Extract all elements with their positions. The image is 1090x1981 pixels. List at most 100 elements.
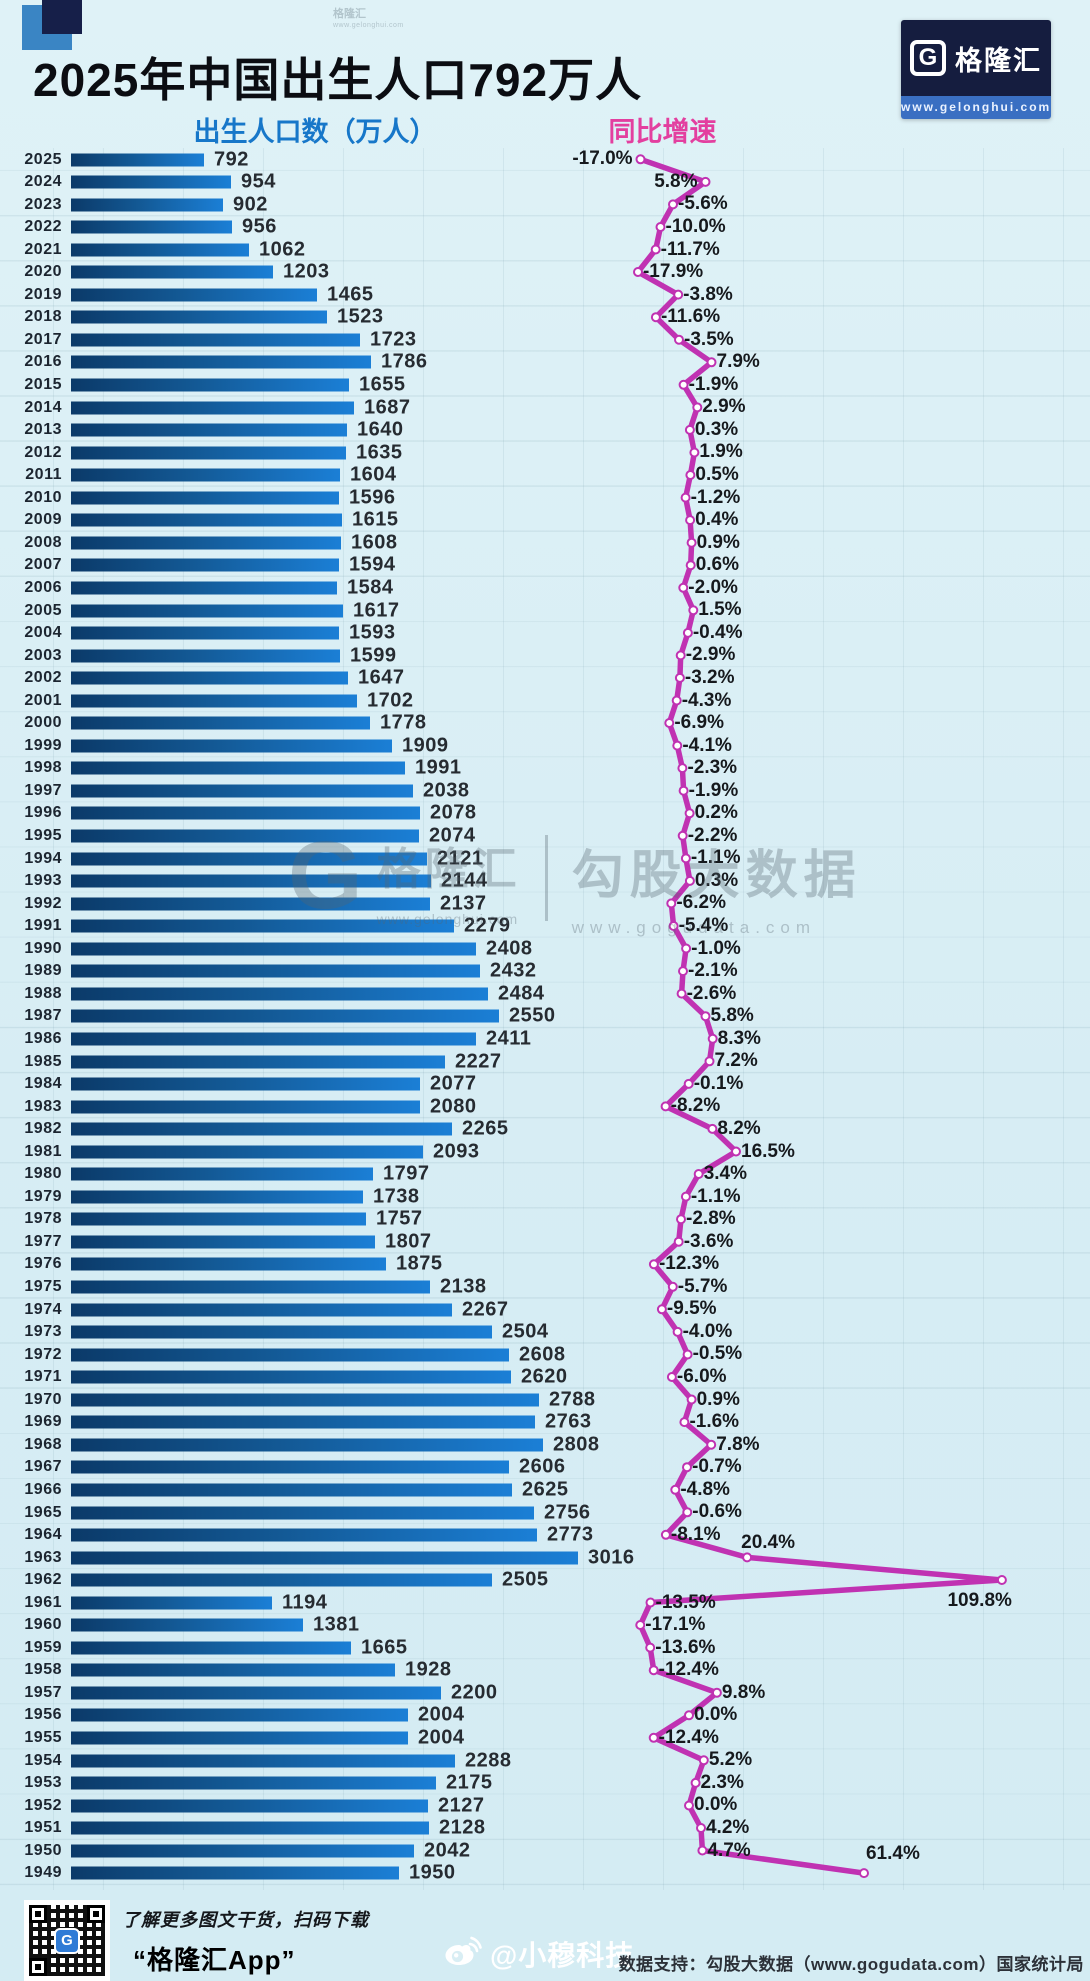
logo-g-icon: G [910, 40, 946, 76]
growth-label: -12.4% [658, 1659, 719, 1681]
birth-value: 2175 [446, 1771, 493, 1794]
birth-bar [71, 806, 420, 820]
chart-row: 2022 956 [0, 216, 1090, 239]
birth-bar [71, 671, 348, 685]
app-name: “格隆汇App” [133, 1945, 296, 1975]
birth-bar [71, 1009, 499, 1023]
birth-value: 1786 [381, 350, 428, 373]
year-label: 2022 [24, 218, 62, 236]
year-label: 1957 [24, 1683, 62, 1701]
birth-bar [71, 919, 454, 933]
growth-label: -3.5% [684, 328, 734, 350]
birth-value: 2288 [465, 1749, 512, 1772]
year-label: 1951 [24, 1819, 62, 1837]
year-label: 1995 [24, 827, 62, 844]
chart-row: 1992 2137 [0, 892, 1090, 915]
growth-label: 16.5% [741, 1140, 795, 1162]
birth-bar [71, 1303, 452, 1317]
birth-value: 1875 [396, 1252, 443, 1275]
birth-bar [71, 1686, 441, 1700]
birth-value: 2004 [418, 1726, 465, 1749]
birth-value: 2279 [464, 914, 511, 937]
birth-value: 2080 [430, 1095, 477, 1118]
birth-value: 2550 [509, 1004, 556, 1027]
growth-label: -3.8% [683, 283, 733, 305]
chart-row: 1999 1909 [0, 734, 1090, 757]
birth-bar [71, 423, 347, 437]
year-label: 1986 [24, 1029, 62, 1047]
birth-bar [71, 1077, 420, 1091]
birth-bar [71, 1506, 534, 1519]
chart-row: 2006 1584 [0, 576, 1090, 599]
birth-value: 2078 [430, 801, 477, 824]
year-label: 2014 [24, 398, 62, 416]
birth-bar [71, 1866, 399, 1880]
growth-label: -13.6% [655, 1636, 716, 1658]
birth-value: 2763 [545, 1410, 592, 1433]
birth-value: 2128 [439, 1816, 486, 1839]
birth-bar [71, 401, 354, 415]
year-label: 1992 [24, 894, 62, 912]
chart-row: 1969 2763 [0, 1411, 1090, 1434]
birth-bar [71, 1483, 512, 1497]
growth-label: -2.9% [685, 644, 736, 666]
chart-row: 1991 2279 [0, 915, 1090, 938]
growth-label: -0.5% [692, 1343, 743, 1365]
chart-row: 1996 2078 [0, 802, 1090, 825]
birth-value: 2200 [451, 1681, 498, 1704]
birth-bar [71, 739, 392, 753]
year-label: 1975 [24, 1278, 62, 1295]
birth-value: 1991 [415, 756, 462, 779]
growth-label: 5.8% [710, 1005, 754, 1027]
birth-bar [71, 1257, 386, 1271]
birth-value: 2004 [418, 1703, 465, 1726]
year-label: 2015 [24, 376, 62, 393]
growth-label: 3.4% [703, 1163, 747, 1185]
birth-bar [71, 1212, 366, 1226]
birth-value: 1647 [358, 666, 405, 689]
year-label: 1972 [24, 1345, 62, 1363]
chart-row: 2010 1596 [0, 486, 1090, 509]
birth-bar [71, 1370, 511, 1384]
growth-label: -10.0% [665, 215, 726, 237]
year-label: 1950 [24, 1841, 62, 1859]
chart-row: 2003 1599 [0, 644, 1090, 667]
growth-label: 9.8% [721, 1681, 766, 1703]
growth-label: -5.4% [678, 915, 729, 936]
birth-value: 2788 [549, 1388, 596, 1411]
qr-finder-icon [29, 1958, 47, 1976]
birth-value: 2411 [486, 1027, 532, 1050]
year-label: 1949 [24, 1864, 62, 1882]
chart-row: 2018 1523 [0, 306, 1090, 329]
year-label: 1997 [24, 781, 62, 799]
gelonghui-logo: G 格隆汇 www.gelonghui.com [901, 20, 1051, 119]
birth-bar [71, 446, 346, 460]
birth-value: 2773 [547, 1523, 594, 1546]
year-label: 1977 [24, 1232, 62, 1250]
birth-value: 1604 [350, 463, 397, 486]
chart-row: 1994 2121 [0, 847, 1090, 870]
birth-value: 2608 [519, 1343, 566, 1366]
birth-bar [71, 761, 405, 775]
year-label: 2000 [24, 714, 62, 732]
growth-label: -8.1% [670, 1523, 721, 1545]
birth-value: 1599 [350, 644, 397, 667]
chart-row: 1978 1757 [0, 1208, 1090, 1231]
birth-bar [71, 536, 341, 550]
birth-value: 1807 [385, 1230, 432, 1253]
birth-bar [71, 581, 337, 595]
growth-label: -9.5% [666, 1298, 717, 1320]
birth-value: 2620 [521, 1365, 568, 1388]
birth-bar [71, 1708, 408, 1722]
birth-bar [71, 333, 360, 347]
growth-label: 109.8% [947, 1589, 1012, 1611]
birth-bar [71, 784, 413, 798]
growth-label: -5.6% [678, 193, 728, 215]
chart-row: 2023 902 [0, 193, 1090, 216]
birth-value: 1381 [313, 1613, 360, 1636]
year-label: 1958 [24, 1661, 62, 1679]
chart-row: 2016 1786 [0, 351, 1090, 374]
growth-label: -2.8% [686, 1208, 736, 1230]
growth-label: -4.3% [681, 689, 732, 711]
year-label: 2019 [24, 285, 62, 303]
